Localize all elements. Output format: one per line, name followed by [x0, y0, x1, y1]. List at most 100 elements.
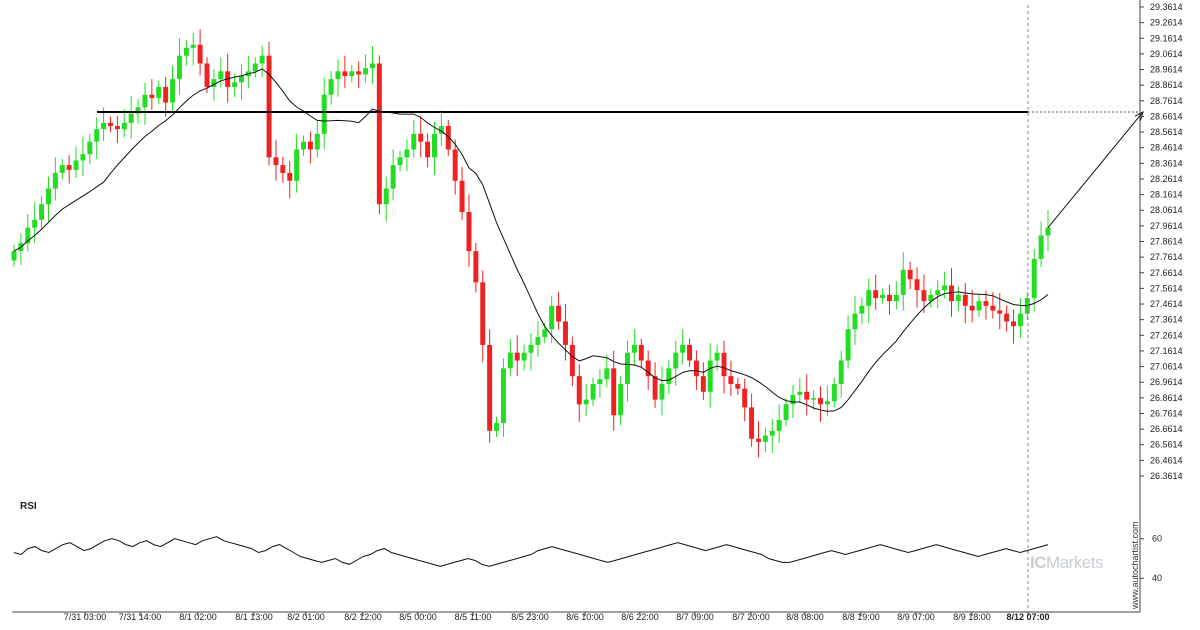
candle-body	[101, 122, 107, 130]
y-tick-label: 29.3614	[1150, 2, 1183, 12]
y-tick-label: 28.3614	[1150, 158, 1183, 168]
candle-body	[487, 344, 493, 431]
candle-body	[900, 269, 906, 295]
candle-body	[425, 141, 431, 158]
candle-body	[404, 149, 410, 158]
candle-body	[252, 63, 258, 72]
candle-body	[528, 344, 534, 353]
candle-body	[280, 165, 286, 173]
x-tick-label: 8/7 09:00	[676, 612, 714, 622]
candle-body	[411, 133, 417, 150]
candle-body	[638, 344, 644, 361]
candle-body	[755, 438, 761, 442]
candle-body	[128, 113, 134, 123]
candle-body	[376, 63, 382, 205]
candle-body	[52, 172, 58, 189]
candle-body	[390, 165, 396, 189]
y-tick-label: 28.8614	[1150, 80, 1183, 90]
candle-body	[459, 180, 465, 213]
y-tick-label: 27.7614	[1150, 252, 1183, 262]
candle-body	[294, 149, 300, 181]
candle-body	[735, 383, 741, 389]
x-tick-label: 8/5 11:00	[455, 612, 492, 622]
candle-body	[163, 86, 169, 103]
candle-body	[659, 383, 665, 400]
candle-body	[928, 294, 934, 302]
candle-body	[838, 360, 844, 384]
brand-prefix: IC	[1030, 553, 1047, 572]
candle-body	[914, 279, 920, 291]
y-tick-label: 27.6614	[1150, 268, 1183, 278]
candle-body	[611, 368, 617, 416]
candle-body	[852, 313, 858, 330]
candle-body	[569, 344, 575, 377]
x-tick-label: 8/6 10:00	[566, 612, 604, 622]
candle-body	[824, 401, 830, 405]
x-tick-label: 8/8 08:00	[786, 612, 824, 622]
candle-body	[983, 301, 989, 306]
y-tick-label: 28.7614	[1150, 96, 1183, 106]
candle-body	[149, 94, 155, 98]
candle-body	[259, 55, 265, 64]
candle-body	[500, 368, 506, 424]
y-tick-label: 29.1614	[1150, 33, 1183, 43]
candle-body	[687, 344, 693, 361]
candle-body	[680, 344, 686, 353]
y-tick-label: 28.5614	[1150, 127, 1183, 137]
candle-body	[618, 383, 624, 416]
candle-body	[321, 94, 327, 134]
candle-body	[811, 398, 817, 400]
candle-body	[721, 352, 727, 377]
candle-body	[590, 383, 596, 400]
rsi-title: RSI	[20, 501, 37, 512]
candle-body	[121, 122, 127, 130]
y-tick-label: 28.2614	[1150, 174, 1183, 184]
candle-body	[273, 157, 279, 166]
candle-body	[301, 141, 307, 150]
candle-body	[59, 165, 65, 173]
y-tick-label: 29.0614	[1150, 49, 1183, 59]
candle-body	[1045, 227, 1051, 236]
candle-body	[880, 294, 886, 298]
candle-body	[749, 407, 755, 439]
candle-body	[190, 44, 196, 48]
y-tick-label: 26.7614	[1150, 408, 1183, 418]
candle-body	[583, 399, 589, 405]
candle-body	[1017, 313, 1023, 327]
candle-body	[969, 305, 975, 311]
autochartist-watermark: www.autochartist.com	[1130, 521, 1140, 609]
y-tick-label: 28.4614	[1150, 143, 1183, 153]
candle-body	[728, 376, 734, 384]
candle-body	[266, 55, 272, 158]
candle-body	[790, 394, 796, 405]
y-tick-label: 26.8614	[1150, 393, 1183, 403]
candle-body	[494, 423, 500, 431]
moving-average-line	[13, 68, 1049, 412]
candle-body	[693, 360, 699, 377]
x-tick-label: 8/2 12:00	[344, 612, 382, 622]
candle-body	[859, 305, 865, 314]
candle-body	[955, 294, 961, 302]
candle-body	[383, 188, 389, 205]
icmarkets-logo: ICMarkets	[1030, 553, 1103, 573]
candle-body	[866, 290, 872, 306]
rsi-tick-label: 60	[1152, 534, 1162, 544]
candle-body	[742, 388, 748, 408]
y-tick-label: 29.2614	[1150, 18, 1183, 28]
y-tick-label: 28.9614	[1150, 65, 1183, 75]
candle-body	[356, 71, 362, 75]
y-tick-label: 26.4614	[1150, 455, 1183, 465]
y-tick-label: 27.9614	[1150, 221, 1183, 231]
y-tick-label: 27.5614	[1150, 283, 1183, 293]
y-tick-label: 26.6614	[1150, 424, 1183, 434]
candle-body	[480, 282, 486, 345]
candle-body	[183, 47, 189, 56]
candle-body	[804, 391, 810, 400]
candle-body	[108, 122, 113, 127]
x-tick-label: 8/9 18:00	[953, 612, 991, 622]
y-tick-label: 27.2614	[1150, 330, 1183, 340]
candle-body	[438, 126, 444, 134]
candle-body	[714, 352, 720, 361]
candle-body	[170, 79, 176, 103]
candle-body	[73, 160, 79, 170]
